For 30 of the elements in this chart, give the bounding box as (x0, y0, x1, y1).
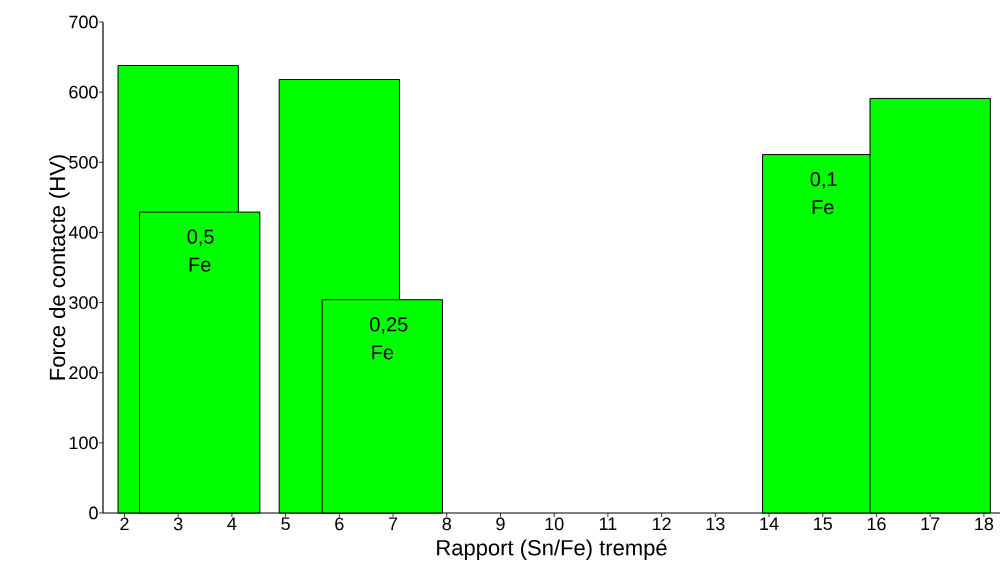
annotation: 0,5 Fe (187, 229, 214, 272)
x-tick-label: 16 (867, 517, 886, 531)
x-tick-label: 10 (545, 517, 564, 531)
x-tick-label: 18 (975, 517, 994, 531)
y-tick-label: 600 (69, 85, 98, 99)
x-tick-label: 3 (173, 517, 183, 531)
x-tick-label: 6 (335, 517, 344, 531)
x-tick-label: 4 (227, 517, 237, 530)
y-tick-label: 400 (68, 226, 98, 239)
y-tick-label: 100 (69, 436, 98, 450)
annotation: 0,1 Fe (810, 172, 837, 215)
x-tick-label: 9 (496, 517, 505, 531)
y-tick-label: 700 (69, 15, 98, 29)
x-tick-label: 15 (814, 517, 832, 531)
x-tick-label: 5 (281, 517, 290, 531)
x-tick-label: 17 (921, 517, 940, 530)
y-axis-title: Force de contacte (HV) (49, 155, 70, 380)
x-tick-label: 2 (120, 517, 129, 531)
x-tick-label: 7 (388, 517, 398, 530)
x-axis-title: Rapport (Sn/Fe) trempé (437, 539, 667, 560)
x-tick-label: 12 (652, 517, 671, 531)
x-tick-label: 8 (442, 517, 451, 531)
y-tick-label: 200 (69, 366, 98, 380)
annotation: 0,25 Fe (370, 317, 408, 360)
x-tick-label: 13 (706, 517, 725, 531)
y-tick-label: 300 (69, 296, 98, 309)
y-tick-label: 500 (69, 155, 98, 169)
y-tick-label: 0 (89, 506, 98, 520)
x-tick-label: 14 (760, 517, 779, 530)
x-tick-label: 11 (599, 517, 617, 530)
